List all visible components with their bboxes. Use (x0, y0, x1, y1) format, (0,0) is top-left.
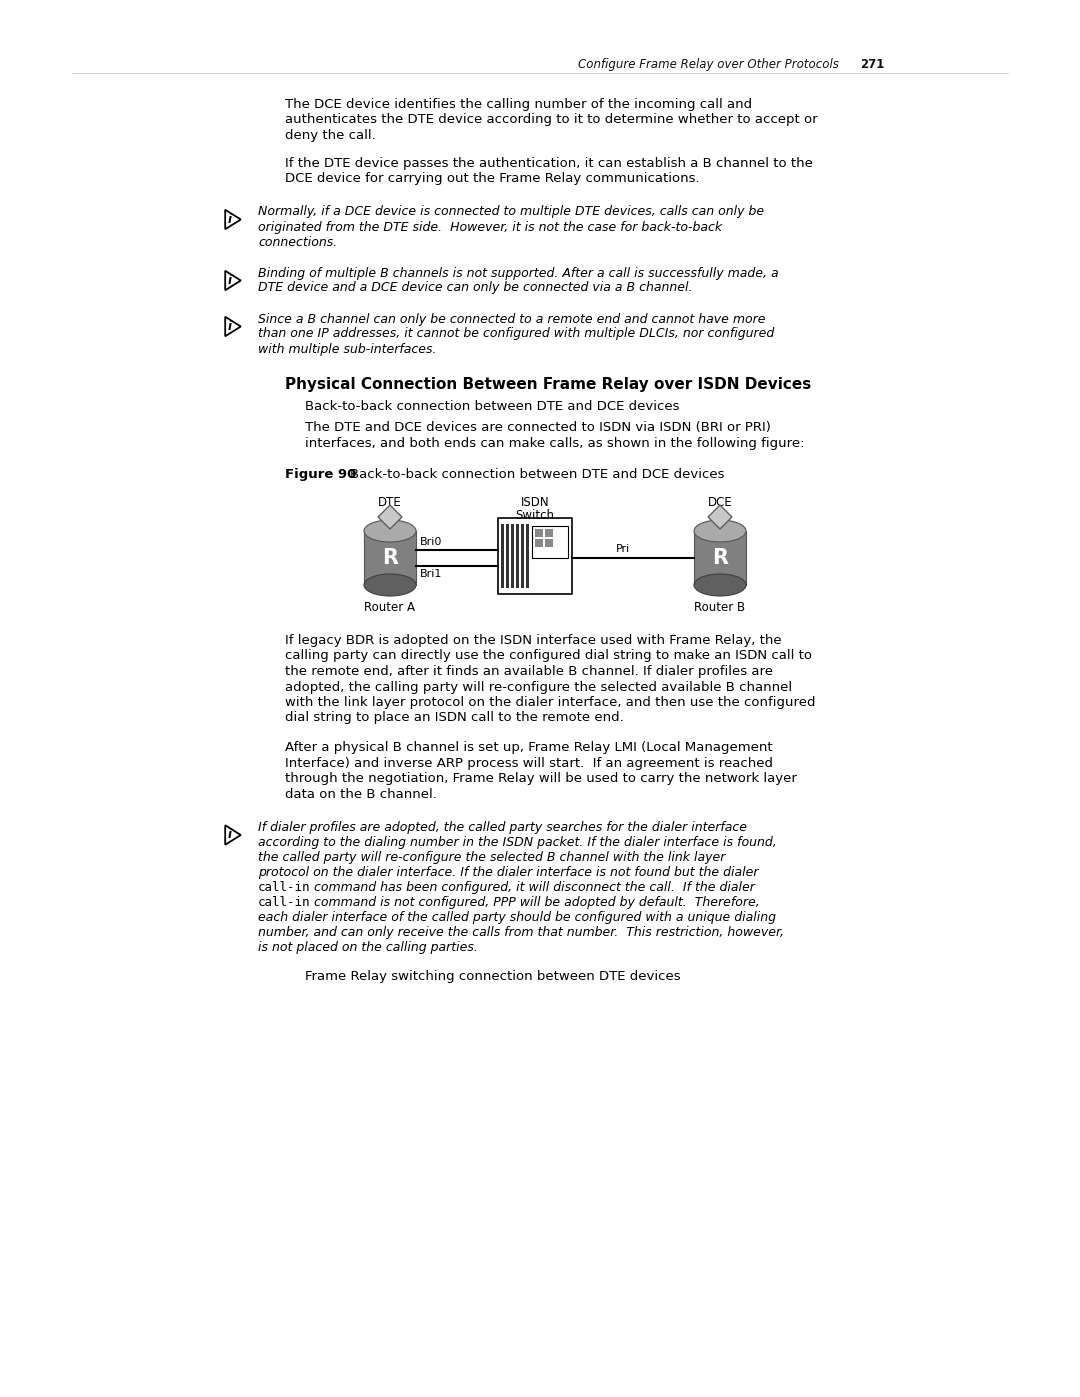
Text: interfaces, and both ends can make calls, as shown in the following figure:: interfaces, and both ends can make calls… (305, 436, 805, 450)
Text: Normally, if a DCE device is connected to multiple DTE devices, calls can only b: Normally, if a DCE device is connected t… (258, 205, 765, 218)
Text: through the negotiation, Frame Relay will be used to carry the network layer: through the negotiation, Frame Relay wil… (285, 773, 797, 785)
Text: The DCE device identifies the calling number of the incoming call and: The DCE device identifies the calling nu… (285, 98, 752, 110)
Text: DCE: DCE (707, 496, 732, 509)
Bar (526, 524, 529, 588)
Text: protocol on the dialer interface. If the dialer interface is not found but the d: protocol on the dialer interface. If the… (258, 866, 758, 879)
Text: Frame Relay switching connection between DTE devices: Frame Relay switching connection between… (305, 970, 680, 983)
Text: deny the call.: deny the call. (285, 129, 376, 142)
Text: originated from the DTE side.  However, it is not the case for back-to-back: originated from the DTE side. However, i… (258, 221, 723, 233)
Text: If the DTE device passes the authentication, it can establish a B channel to the: If the DTE device passes the authenticat… (285, 156, 813, 169)
Text: Physical Connection Between Frame Relay over ISDN Devices: Physical Connection Between Frame Relay … (285, 377, 811, 393)
Bar (694, 531, 746, 585)
Text: adopted, the calling party will re-configure the selected available B channel: adopted, the calling party will re-confi… (285, 680, 792, 693)
Polygon shape (708, 504, 732, 529)
Text: with the link layer protocol on the dialer interface, and then use the configure: with the link layer protocol on the dial… (285, 696, 815, 710)
Text: ISDN: ISDN (521, 496, 550, 509)
Text: DTE: DTE (378, 496, 402, 509)
Text: Router A: Router A (365, 601, 416, 615)
Text: Pri: Pri (616, 543, 630, 555)
Text: the remote end, after it finds an available B channel. If dialer profiles are: the remote end, after it finds an availa… (285, 665, 773, 678)
Text: Binding of multiple B channels is not supported. After a call is successfully ma: Binding of multiple B channels is not su… (258, 267, 779, 279)
Text: dial string to place an ISDN call to the remote end.: dial string to place an ISDN call to the… (285, 711, 624, 725)
Text: than one IP addresses, it cannot be configured with multiple DLCIs, nor configur: than one IP addresses, it cannot be conf… (258, 327, 774, 341)
Text: Interface) and inverse ARP process will start.  If an agreement is reached: Interface) and inverse ARP process will … (285, 757, 773, 770)
Text: is not placed on the calling parties.: is not placed on the calling parties. (258, 942, 477, 954)
Text: 271: 271 (860, 59, 885, 71)
Text: with multiple sub-interfaces.: with multiple sub-interfaces. (258, 342, 436, 355)
Text: each dialer interface of the called party should be configured with a unique dia: each dialer interface of the called part… (258, 911, 777, 923)
Text: Back-to-back connection between DTE and DCE devices: Back-to-back connection between DTE and … (350, 468, 725, 481)
Bar (545, 529, 553, 536)
Text: i: i (228, 828, 232, 841)
Text: data on the B channel.: data on the B channel. (285, 788, 437, 800)
Ellipse shape (364, 574, 416, 597)
Text: The DTE and DCE devices are connected to ISDN via ISDN (BRI or PRI): The DTE and DCE devices are connected to… (305, 420, 771, 434)
Ellipse shape (364, 520, 416, 542)
Text: number, and can only receive the calls from that number.  This restriction, howe: number, and can only receive the calls f… (258, 926, 784, 939)
Text: i: i (228, 274, 232, 286)
Text: Bri0: Bri0 (420, 536, 443, 548)
Text: After a physical B channel is set up, Frame Relay LMI (Local Management: After a physical B channel is set up, Fr… (285, 740, 772, 754)
Text: authenticates the DTE device according to it to determine whether to accept or: authenticates the DTE device according t… (285, 113, 818, 127)
Bar (498, 518, 572, 594)
Text: i: i (228, 320, 232, 332)
Text: Router B: Router B (694, 601, 745, 615)
Bar (364, 531, 416, 585)
Bar (507, 524, 509, 588)
Text: connections.: connections. (258, 236, 337, 249)
Bar (516, 524, 518, 588)
Text: R: R (382, 548, 399, 569)
Text: DTE device and a DCE device can only be connected via a B channel.: DTE device and a DCE device can only be … (258, 282, 692, 295)
Text: calling party can directly use the configured dial string to make an ISDN call t: calling party can directly use the confi… (285, 650, 812, 662)
Text: Configure Frame Relay over Other Protocols: Configure Frame Relay over Other Protoco… (578, 59, 839, 71)
Ellipse shape (694, 574, 746, 597)
Text: Switch: Switch (515, 509, 554, 522)
Text: call-in: call-in (258, 882, 311, 894)
Ellipse shape (694, 520, 746, 542)
Text: Since a B channel can only be connected to a remote end and cannot have more: Since a B channel can only be connected … (258, 313, 766, 326)
Polygon shape (378, 504, 402, 529)
Text: DCE device for carrying out the Frame Relay communications.: DCE device for carrying out the Frame Re… (285, 172, 700, 184)
Bar (545, 539, 553, 548)
Text: i: i (228, 212, 232, 226)
Text: according to the dialing number in the ISDN packet. If the dialer interface is f: according to the dialing number in the I… (258, 835, 777, 849)
Text: call-in: call-in (258, 895, 311, 909)
Text: R: R (712, 548, 728, 569)
Text: If dialer profiles are adopted, the called party searches for the dialer interfa: If dialer profiles are adopted, the call… (258, 821, 747, 834)
Bar (532, 527, 568, 557)
Bar (522, 524, 524, 588)
Text: Figure 90: Figure 90 (285, 468, 356, 481)
Text: If legacy BDR is adopted on the ISDN interface used with Frame Relay, the: If legacy BDR is adopted on the ISDN int… (285, 634, 782, 647)
Text: Bri1: Bri1 (420, 569, 443, 578)
Bar (511, 524, 514, 588)
Bar (535, 529, 543, 536)
Bar (501, 524, 503, 588)
Bar (535, 539, 543, 548)
Text: the called party will re-configure the selected B channel with the link layer: the called party will re-configure the s… (258, 851, 726, 863)
Text: command has been configured, it will disconnect the call.  If the dialer: command has been configured, it will dis… (294, 882, 755, 894)
Text: Back-to-back connection between DTE and DCE devices: Back-to-back connection between DTE and … (305, 400, 679, 412)
Text: command is not configured, PPP will be adopted by default.  Therefore,: command is not configured, PPP will be a… (294, 895, 759, 909)
